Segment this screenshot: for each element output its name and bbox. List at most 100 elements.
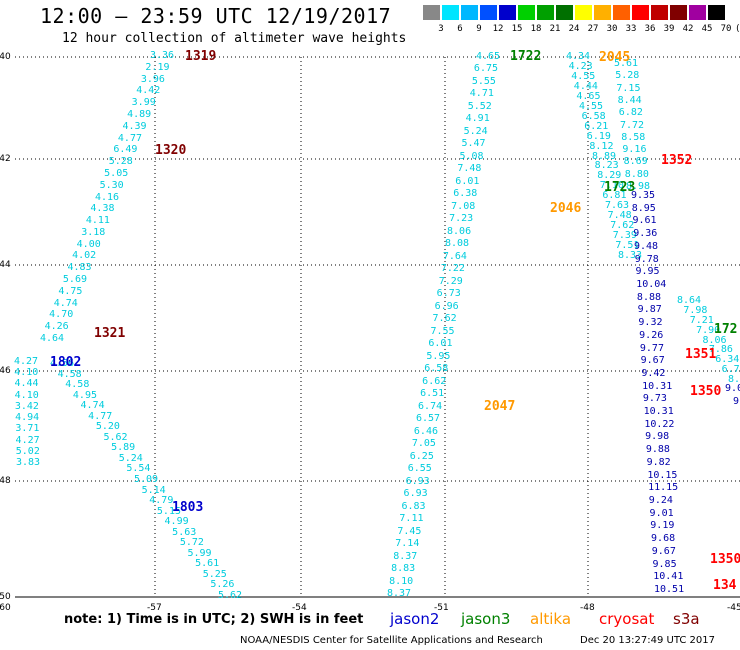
wave-height-value: 5.54 <box>126 463 151 475</box>
wave-height-value: 7.62 <box>432 313 457 325</box>
colorbar-swatch <box>537 5 554 20</box>
wave-height-value: 5.69 <box>62 274 87 286</box>
colorbar-swatch <box>594 5 611 20</box>
wave-height-value: 9.16 <box>622 144 647 156</box>
wave-height-value: 9.24 <box>648 495 673 507</box>
wave-height-value: 5.20 <box>95 421 120 433</box>
colorbar-swatch <box>556 5 573 20</box>
wave-height-value: 6.55 <box>407 463 432 475</box>
wave-height-value: 9.67 <box>640 355 665 367</box>
colorbar-label: (ft) <box>735 24 740 34</box>
colorbar-swatch <box>613 5 630 20</box>
wave-height-value: 5.55 <box>471 75 496 87</box>
wave-height-value: 9.73 <box>642 393 667 405</box>
colorbar-label: 21 <box>549 24 561 34</box>
wave-height-value: 6.74 <box>721 364 740 376</box>
wave-height-value: 8.95 <box>631 202 656 214</box>
wave-height-value: 6.82 <box>618 107 643 119</box>
colorbar-swatch <box>651 5 668 20</box>
wave-height-value: 5.62 <box>218 590 243 601</box>
wave-height-value: 6.62 <box>422 375 447 387</box>
wave-height-value: 3.36 <box>150 50 175 61</box>
wave-height-value: 4.64 <box>40 333 65 344</box>
wave-height-value: 9.36 <box>633 228 658 240</box>
wave-height-value: 7.23 <box>449 213 474 225</box>
wave-height-value: 7.39 <box>612 230 637 242</box>
pass-number-label: 1802 <box>50 355 82 370</box>
wave-height-value: 8.12 <box>589 140 614 152</box>
wave-height-value: 4.89 <box>127 108 152 120</box>
wave-height-value: 4.39 <box>122 120 147 132</box>
wave-height-value: 9 <box>733 396 740 407</box>
wave-height-value: 4.77 <box>88 410 113 422</box>
wave-height-value: 5.28 <box>615 70 640 82</box>
colorbar-label: 12 <box>492 24 504 34</box>
wave-height-value: 9.68 <box>651 533 676 545</box>
wave-height-value: 7.48 <box>607 210 632 222</box>
pass-number-label: 1350 <box>690 384 722 399</box>
lon-tick-label: -57 <box>147 603 162 613</box>
wave-height-value: 4.65 <box>576 90 601 102</box>
pass-number-label: 2046 <box>550 201 582 216</box>
wave-height-value: 4.56 <box>50 358 75 369</box>
wave-height-value: 8.10 <box>389 575 414 587</box>
colorbar-label: 36 <box>644 24 656 34</box>
wave-height-value: 7.98 <box>683 304 708 316</box>
wave-height-value: 9.95 <box>635 266 660 278</box>
wave-height-value: 4.02 <box>72 250 97 262</box>
wave-height-value: 9.19 <box>650 520 675 532</box>
wave-height-value: 8.89 <box>592 150 617 162</box>
wave-height-value: 5.95 <box>426 350 451 362</box>
wave-height-value: 8.98 <box>626 181 651 192</box>
wave-height-value: 8.23 <box>594 160 619 172</box>
colorbar-label: 3 <box>438 24 444 34</box>
wave-height-value: 8.69 <box>623 156 648 168</box>
wave-height-value: 7.11 <box>399 513 424 525</box>
lon-tick-label: -51 <box>434 603 449 613</box>
wave-height-value: 6.34 <box>715 354 740 366</box>
wave-height-value: 6.46 <box>413 425 438 437</box>
wave-height-value: 3.18 <box>81 226 106 238</box>
colorbar-label: 30 <box>606 24 618 34</box>
wave-height-value: 9.48 <box>633 240 659 252</box>
chart-subtitle: 12 hour collection of altimeter wave hei… <box>62 31 407 46</box>
wave-height-value: 4.42 <box>136 85 161 97</box>
wave-height-value: 3.71 <box>15 423 40 435</box>
wave-height-value: 8.33 <box>618 250 643 261</box>
wave-height-value: 4.44 <box>573 80 598 92</box>
wave-height-value: 4.44 <box>14 378 39 390</box>
wave-height-value: 6.93 <box>405 475 430 487</box>
wave-height-value: 4.65 <box>476 51 501 62</box>
wave-height-value: 3.99 <box>131 97 156 109</box>
colorbar-swatch <box>499 5 516 20</box>
wave-height-value: 5.02 <box>15 445 40 457</box>
chart-title: 12:00 – 23:59 UTC 12/19/2017 <box>40 4 392 28</box>
wave-height-value: 3.83 <box>16 457 41 468</box>
wave-height-value: 3.96 <box>140 73 165 85</box>
wave-height-value: 10.22 <box>644 418 675 430</box>
pass-number-label: 1320 <box>155 143 187 158</box>
pass-number-label: 134 <box>713 578 737 593</box>
wave-height-value: 9.42 <box>641 367 666 379</box>
wave-height-value: 9.77 <box>639 342 664 354</box>
wave-height-value: 4.55 <box>579 100 604 112</box>
wave-height-value: 5.52 <box>467 100 492 112</box>
colorbar-swatch <box>670 5 687 20</box>
wave-height-value: 8.58 <box>621 131 646 143</box>
wave-height-value: 7.62 <box>610 220 635 232</box>
lon-tick-label: -45 <box>727 603 740 613</box>
wave-height-value: 4.70 <box>49 309 74 321</box>
wave-height-value: 7.15 <box>616 82 641 94</box>
wave-height-value: 7.63 <box>605 200 630 212</box>
wave-height-value: 6.38 <box>453 188 478 200</box>
colorbar-label: 24 <box>568 24 580 34</box>
wave-height-value: 4.94 <box>15 412 40 424</box>
wave-height-value: 7.48 <box>457 163 482 175</box>
colorbar-swatch <box>423 5 440 20</box>
wave-height-value: 7.29 <box>438 275 463 287</box>
lat-tick-label: -48 <box>0 476 11 486</box>
wave-height-value: 7.14 <box>395 538 420 550</box>
wave-height-value: 6.81 <box>602 190 627 202</box>
wave-height-value: 9.98 <box>645 431 670 443</box>
wave-height-value: 8.06 <box>702 334 727 346</box>
